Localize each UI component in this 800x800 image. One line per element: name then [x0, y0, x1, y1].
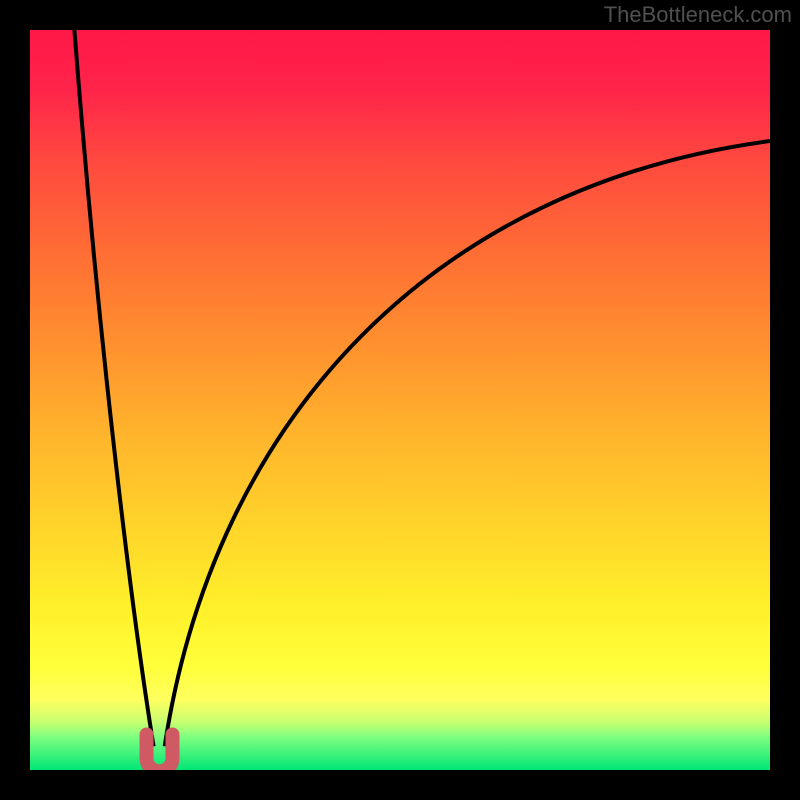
chart-canvas	[0, 0, 800, 800]
bottleneck-chart: TheBottleneck.com	[0, 0, 800, 800]
